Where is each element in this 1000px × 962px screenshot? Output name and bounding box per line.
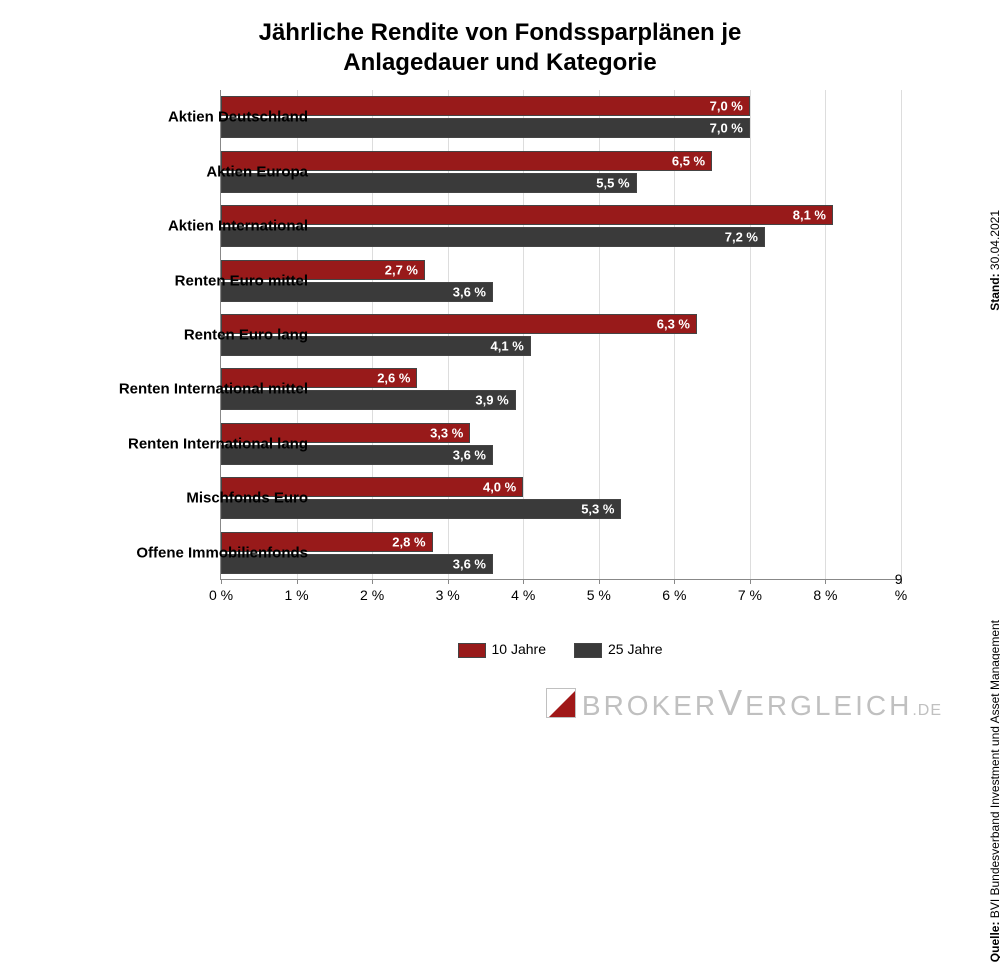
legend-swatch: [458, 643, 486, 658]
bar-value-label: 3,6 %: [453, 556, 486, 571]
xtick-label: 8 %: [813, 587, 837, 603]
xtick-mark: [372, 579, 373, 584]
xtick-label: 7 %: [738, 587, 762, 603]
gridline: [825, 90, 826, 579]
xtick-mark: [523, 579, 524, 584]
plot-region: 0 %1 %2 %3 %4 %5 %6 %7 %8 %9 %7,0 %7,0 %…: [220, 90, 900, 580]
bar-value-label: 2,6 %: [377, 371, 410, 386]
legend: 10 Jahre 25 Jahre: [220, 641, 900, 658]
xtick-label: 5 %: [587, 587, 611, 603]
xtick-label: 0 %: [209, 587, 233, 603]
category-label: Aktien Deutschland: [168, 109, 308, 126]
bar-value-label: 5,3 %: [581, 502, 614, 517]
legend-label: 10 Jahre: [492, 641, 546, 657]
bar-value-label: 3,6 %: [453, 284, 486, 299]
legend-swatch: [574, 643, 602, 658]
gridline: [750, 90, 751, 579]
xtick-label: 3 %: [436, 587, 460, 603]
category-label: Renten Euro mittel: [175, 272, 308, 289]
category-label: Renten International lang: [128, 435, 308, 452]
category-label: Renten International mittel: [119, 381, 308, 398]
logo-icon: [546, 688, 576, 718]
xtick-label: 6 %: [662, 587, 686, 603]
chart-area: 0 %1 %2 %3 %4 %5 %6 %7 %8 %9 %7,0 %7,0 %…: [220, 90, 900, 620]
quelle-note: Quelle: BVI Bundesverband Investment und…: [988, 620, 1000, 962]
bar-value-label: 7,0 %: [710, 99, 743, 114]
stand-value: 30.04.2021: [988, 210, 1000, 270]
legend-label: 25 Jahre: [608, 641, 662, 657]
stand-label: Stand:: [988, 273, 1000, 310]
bar-value-label: 2,8 %: [392, 534, 425, 549]
bar-value-label: 3,9 %: [475, 393, 508, 408]
category-label: Renten Euro lang: [184, 327, 308, 344]
xtick-mark: [750, 579, 751, 584]
xtick-mark: [674, 579, 675, 584]
legend-item: 10 Jahre: [458, 641, 546, 658]
bar-value-label: 2,7 %: [385, 262, 418, 277]
bar-value-label: 6,5 %: [672, 153, 705, 168]
chart-title: Jährliche Rendite von Fondssparplänen je…: [0, 0, 1000, 78]
xtick-mark: [448, 579, 449, 584]
brand-logo: BROKERVERGLEICH.DE: [546, 682, 942, 724]
quelle-label: Quelle:: [988, 922, 1000, 962]
bar: 8,1 %: [221, 205, 833, 225]
bar-value-label: 7,0 %: [710, 121, 743, 136]
bar-value-label: 4,0 %: [483, 480, 516, 495]
bar-value-label: 7,2 %: [725, 230, 758, 245]
logo-suffix: .DE: [912, 702, 942, 719]
logo-text-right: ERGLEICH: [745, 690, 912, 721]
logo-text-left: BROKER: [582, 690, 718, 721]
xtick-label: 4 %: [511, 587, 535, 603]
xtick-mark: [599, 579, 600, 584]
category-label: Aktien International: [168, 218, 308, 235]
quelle-value: BVI Bundesverband Investment und Asset M…: [988, 620, 1000, 918]
stand-note: Stand: 30.04.2021: [988, 210, 1000, 311]
category-label: Mischfonds Euro: [186, 490, 308, 507]
category-label: Aktien Europa: [206, 163, 308, 180]
xtick-label: 9 %: [895, 571, 907, 603]
xtick-mark: [221, 579, 222, 584]
xtick-mark: [297, 579, 298, 584]
xtick-label: 1 %: [284, 587, 308, 603]
gridline: [901, 90, 902, 579]
legend-item: 25 Jahre: [574, 641, 662, 658]
bar-value-label: 3,3 %: [430, 425, 463, 440]
bar-value-label: 8,1 %: [793, 208, 826, 223]
bar-value-label: 6,3 %: [657, 317, 690, 332]
bar-value-label: 4,1 %: [491, 339, 524, 354]
xtick-label: 2 %: [360, 587, 384, 603]
bar-value-label: 5,5 %: [596, 175, 629, 190]
xtick-mark: [825, 579, 826, 584]
bar-value-label: 3,6 %: [453, 447, 486, 462]
category-label: Offene Immobilienfonds: [136, 544, 308, 561]
